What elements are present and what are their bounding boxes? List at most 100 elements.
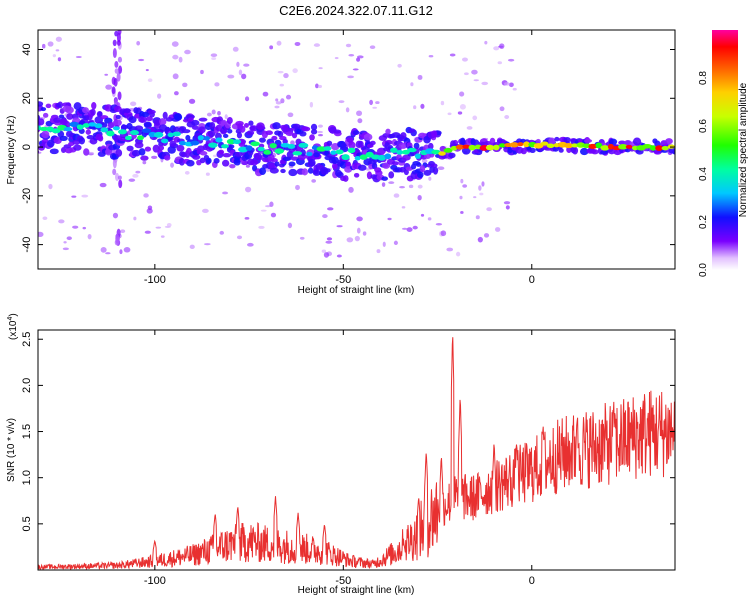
spectrogram-band	[97, 135, 104, 142]
spectrogram-speckle	[243, 63, 250, 67]
spectrogram-band	[233, 158, 241, 166]
spectrogram-speckle	[466, 126, 473, 130]
spectrogram-band	[144, 146, 152, 152]
spectrogram-speckle	[486, 207, 492, 212]
spectrogram-band	[584, 138, 593, 143]
spectrogram-band	[178, 158, 185, 166]
spectrogram-ridge-cell	[298, 142, 309, 148]
spectrogram-band	[249, 125, 259, 132]
spectrogram-band	[285, 131, 294, 137]
spectrogram-band	[85, 129, 92, 135]
spectrogram-speckle	[299, 236, 305, 240]
spectrogram-x-tick-label: -50	[335, 274, 351, 286]
spectrogram-ridge-cell	[335, 149, 344, 155]
spectrogram-ridge-cell	[63, 127, 73, 132]
spectrogram-band	[107, 121, 115, 129]
spectrogram-ridge-cell	[141, 128, 152, 134]
spectrogram-band	[203, 154, 210, 161]
spectrogram-band	[169, 140, 177, 147]
spectrogram-speckle	[440, 230, 447, 237]
spectrogram-band	[274, 130, 282, 136]
spectrogram-speckle	[75, 55, 82, 59]
spectrogram-ridge-cell	[588, 143, 598, 149]
spectrogram-ridge-cell	[190, 140, 200, 146]
spectrogram-streak	[115, 172, 120, 182]
spectrogram-speckle	[420, 213, 425, 217]
spectrogram-band	[566, 146, 572, 153]
spectrogram-band	[259, 167, 267, 176]
spectrogram-speckle	[326, 237, 333, 241]
spectrogram-band	[363, 133, 373, 141]
snr-x-tick-label: 0	[529, 575, 535, 587]
spectrogram-speckle	[508, 82, 514, 88]
spectrogram-band	[38, 118, 45, 126]
spectrogram-speckle	[279, 83, 284, 87]
spectrogram-speckle	[292, 68, 298, 74]
spectrogram-band	[112, 119, 122, 127]
spectrogram-band	[186, 159, 195, 167]
spectrogram-speckle	[104, 73, 109, 76]
spectrogram-band	[115, 149, 123, 157]
spectrogram-speckle	[81, 194, 89, 198]
spectrogram-speckle	[362, 231, 367, 236]
spectrogram-ridge-cell	[161, 138, 169, 144]
spectrogram-speckle	[182, 82, 188, 88]
spectrogram-speckle	[135, 170, 141, 174]
spectrogram-speckle	[375, 101, 380, 105]
spectrogram-band	[218, 149, 225, 155]
spectrogram-band	[572, 146, 579, 155]
spectrogram-band	[331, 156, 339, 165]
spectrogram-speckle	[499, 106, 505, 112]
spectrogram-y-tick-label: -40	[21, 237, 33, 253]
colorbar-gradient	[712, 30, 738, 270]
spectrogram-speckle	[280, 98, 285, 104]
spectrogram-speckle	[459, 195, 463, 200]
spectrogram-band	[348, 141, 356, 149]
spectrogram-ridge-cell	[498, 143, 506, 148]
spectrogram-ridge-cell	[649, 145, 657, 151]
spectrogram-band	[507, 146, 513, 154]
spectrogram-speckle	[464, 72, 469, 76]
spectrogram-band	[371, 162, 378, 170]
spectrogram-band	[55, 103, 62, 108]
spectrogram-y-axis-label: Frequency (Hz)	[6, 116, 17, 185]
spectrogram-speckle	[55, 36, 62, 42]
spectrogram-band	[176, 144, 185, 152]
spectrogram-band	[563, 137, 571, 143]
spectrogram-ridge-cell	[468, 144, 476, 151]
spectrogram-band	[186, 114, 195, 119]
spectrogram-band	[668, 147, 675, 154]
spectrogram-band	[448, 152, 456, 159]
spectrogram-speckle	[503, 201, 511, 205]
spectrogram-speckle	[217, 110, 221, 116]
snr-y-tick-label: 1.0	[21, 470, 33, 485]
spectrogram-speckle	[455, 251, 461, 257]
spectrogram-band	[331, 162, 338, 170]
spectrogram-speckle	[512, 87, 517, 91]
spectrogram-speckle	[472, 115, 478, 121]
spectrogram-speckle	[401, 206, 406, 209]
spectrogram-band	[432, 166, 439, 175]
spectrogram-band	[222, 133, 229, 138]
spectrogram-speckle	[356, 227, 361, 234]
spectrogram-speckle	[393, 240, 398, 246]
spectrogram-speckle	[236, 235, 243, 240]
spectrogram-speckle	[417, 74, 423, 80]
spectrogram-speckle	[224, 114, 228, 120]
spectrogram-ridge-cell	[263, 149, 272, 155]
spectrogram-ridge-cell	[347, 147, 356, 153]
spectrogram-band	[59, 135, 68, 142]
spectrogram-band	[271, 135, 278, 141]
spectrogram-band	[310, 129, 318, 135]
snr-y-tick-label: 2.5	[21, 332, 33, 347]
spectrogram-streak	[117, 91, 122, 101]
spectrogram-ridge-cell	[533, 142, 544, 149]
spectrogram-speckle	[155, 226, 162, 229]
spectrogram-speckle	[428, 54, 434, 58]
spectrogram-ridge-cell	[208, 142, 218, 148]
spectrogram-ridge-cell	[438, 151, 446, 156]
spectrogram-band	[403, 169, 409, 176]
spectrogram-speckle	[160, 235, 165, 238]
spectrogram-ridge-cell	[414, 153, 421, 159]
spectrogram-band	[310, 123, 318, 131]
